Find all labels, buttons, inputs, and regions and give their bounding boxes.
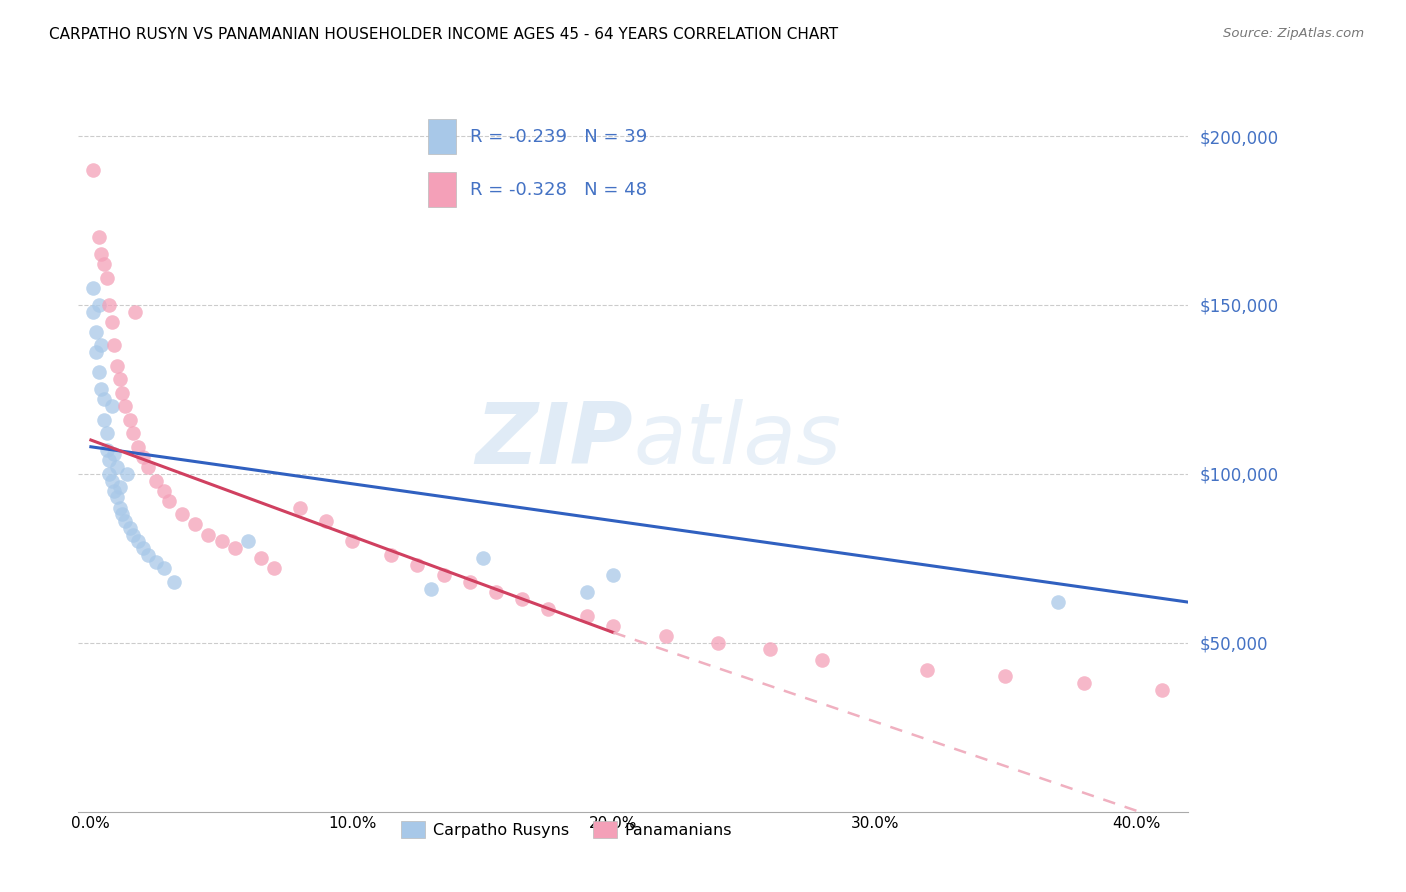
Point: [111, 385, 134, 400]
Point: [114, 514, 136, 528]
Point: [759, 642, 782, 657]
Point: [93, 257, 115, 271]
Point: [90, 338, 112, 352]
Point: [994, 669, 1017, 683]
Point: [98, 453, 121, 467]
Point: [124, 304, 146, 318]
Point: [1046, 595, 1069, 609]
Point: [145, 555, 167, 569]
Point: [236, 534, 259, 549]
Point: [105, 491, 128, 505]
Point: [654, 629, 676, 643]
Point: [87, 366, 110, 380]
Point: [100, 399, 122, 413]
Point: [145, 474, 167, 488]
Point: [602, 619, 624, 633]
Point: [184, 517, 207, 532]
Point: [537, 602, 560, 616]
Point: [96, 426, 118, 441]
Text: atlas: atlas: [633, 399, 841, 482]
Point: [406, 558, 429, 572]
Point: [118, 521, 141, 535]
Point: [96, 443, 118, 458]
Point: [87, 298, 110, 312]
Point: [96, 271, 118, 285]
Point: [315, 514, 337, 528]
Point: [108, 480, 131, 494]
Point: [127, 534, 149, 549]
Point: [82, 281, 104, 295]
Point: [340, 534, 363, 549]
Point: [108, 500, 131, 515]
Point: [224, 541, 246, 555]
Point: [90, 247, 112, 261]
Point: [433, 568, 456, 582]
Point: [471, 551, 494, 566]
Point: [602, 568, 624, 582]
Point: [114, 399, 136, 413]
Point: [157, 493, 180, 508]
Point: [118, 413, 141, 427]
Point: [117, 467, 139, 481]
Point: [576, 608, 599, 623]
Point: [84, 345, 107, 359]
Point: [105, 460, 128, 475]
Point: [90, 383, 112, 397]
Point: [172, 508, 194, 522]
Point: [127, 440, 149, 454]
Point: [707, 635, 730, 649]
Point: [84, 325, 107, 339]
Point: [103, 446, 125, 460]
Point: [419, 582, 441, 596]
Point: [132, 541, 155, 555]
Point: [163, 574, 186, 589]
Point: [121, 426, 143, 441]
Point: [87, 230, 110, 244]
Point: [111, 508, 134, 522]
Point: [380, 548, 402, 562]
Point: [98, 467, 121, 481]
Point: [103, 338, 125, 352]
Point: [485, 585, 508, 599]
Point: [100, 315, 122, 329]
Point: [82, 304, 104, 318]
Point: [105, 359, 128, 373]
Text: CARPATHO RUSYN VS PANAMANIAN HOUSEHOLDER INCOME AGES 45 - 64 YEARS CORRELATION C: CARPATHO RUSYN VS PANAMANIAN HOUSEHOLDER…: [49, 27, 838, 42]
Point: [98, 298, 121, 312]
Point: [138, 548, 160, 562]
Point: [153, 561, 176, 575]
Legend: Carpatho Rusyns, Panamanians: Carpatho Rusyns, Panamanians: [394, 815, 738, 845]
Point: [121, 527, 143, 541]
Point: [811, 652, 834, 666]
Point: [915, 663, 938, 677]
Point: [1152, 682, 1174, 697]
Point: [1073, 676, 1095, 690]
Point: [93, 413, 115, 427]
Point: [132, 450, 155, 464]
Point: [263, 561, 285, 575]
Point: [153, 483, 176, 498]
Point: [138, 460, 160, 475]
Point: [82, 162, 104, 177]
Point: [458, 574, 481, 589]
Text: Source: ZipAtlas.com: Source: ZipAtlas.com: [1223, 27, 1364, 40]
Point: [108, 372, 131, 386]
Point: [288, 500, 311, 515]
Point: [249, 551, 271, 566]
Point: [211, 534, 233, 549]
Point: [576, 585, 599, 599]
Text: ZIP: ZIP: [475, 399, 633, 482]
Point: [100, 474, 122, 488]
Point: [197, 527, 219, 541]
Point: [93, 392, 115, 407]
Point: [510, 591, 533, 606]
Point: [103, 483, 125, 498]
